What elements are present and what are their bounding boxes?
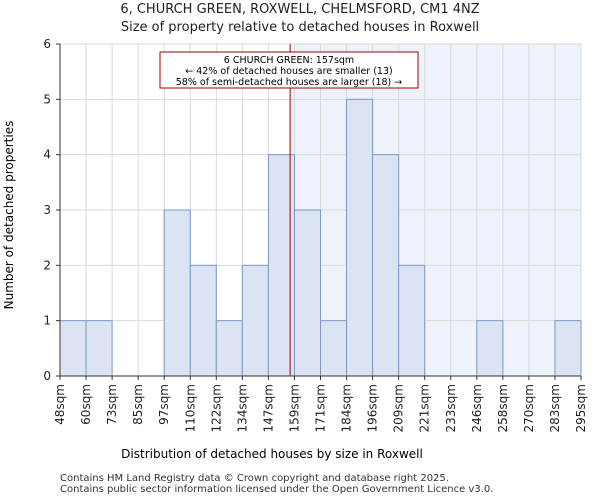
histogram-bar: [372, 154, 400, 377]
x-tick-label: 85sqm: [131, 384, 145, 425]
x-tick-label: 246sqm: [470, 384, 484, 432]
x-tick-label: 221sqm: [418, 384, 432, 432]
x-tick-label: 184sqm: [340, 384, 354, 432]
histogram-bar: [554, 320, 582, 377]
footer-licence: Contains public sector information licen…: [60, 484, 494, 495]
x-tick-label: 97sqm: [157, 384, 171, 425]
histogram-bar: [476, 320, 504, 377]
histogram-bar: [189, 264, 217, 377]
y-tick-label: 5: [43, 92, 51, 106]
y-axis-label: Number of detached properties: [2, 121, 16, 310]
y-tick-label: 2: [43, 258, 51, 272]
y-tick-label: 3: [43, 203, 51, 217]
y-tick-label: 6: [43, 37, 51, 51]
x-tick-label: 171sqm: [314, 384, 328, 432]
histogram-bar: [293, 209, 322, 377]
x-tick-label: 48sqm: [53, 384, 67, 425]
x-tick-label: 196sqm: [366, 384, 380, 432]
x-tick-label: 147sqm: [261, 384, 275, 432]
histogram-bar: [163, 209, 191, 377]
chart-subtitle: Size of property relative to detached ho…: [120, 20, 480, 35]
x-tick-label: 258sqm: [496, 384, 510, 432]
histogram-bar: [241, 264, 269, 377]
x-tick-label: 60sqm: [79, 384, 93, 425]
histogram-bar: [320, 320, 348, 377]
chart-title: 6, CHURCH GREEN, ROXWELL, CHELMSFORD, CM…: [120, 2, 480, 17]
histogram-bar: [346, 98, 374, 377]
histogram-bar: [59, 320, 87, 377]
y-tick-label: 1: [43, 314, 51, 328]
annotation-line-2: ← 42% of detached houses are smaller (13…: [185, 66, 392, 77]
x-tick-label: 295sqm: [574, 384, 588, 432]
x-tick-label: 233sqm: [444, 384, 458, 432]
annotation-line-1: 6 CHURCH GREEN: 157sqm: [224, 55, 354, 66]
x-tick-label: 159sqm: [287, 384, 301, 432]
y-tick-label: 0: [43, 369, 51, 383]
histogram-bar: [85, 320, 113, 377]
annotation-box: [159, 51, 419, 89]
histogram-bar: [215, 320, 243, 377]
x-tick-label: 209sqm: [392, 384, 406, 432]
x-tick-label: 270sqm: [522, 384, 536, 432]
y-tick-label: 4: [43, 148, 51, 162]
x-tick-label: 134sqm: [235, 384, 249, 432]
annotation-line-3: 58% of semi-detached houses are larger (…: [176, 77, 403, 88]
footer-copyright: Contains HM Land Registry data © Crown c…: [60, 473, 449, 484]
x-tick-label: 73sqm: [105, 384, 119, 425]
x-tick-label: 283sqm: [548, 384, 562, 432]
x-tick-label: 110sqm: [183, 384, 197, 432]
x-axis-label: Distribution of detached houses by size …: [121, 447, 423, 461]
histogram-bar: [398, 264, 426, 377]
x-tick-label: 122sqm: [209, 384, 223, 432]
